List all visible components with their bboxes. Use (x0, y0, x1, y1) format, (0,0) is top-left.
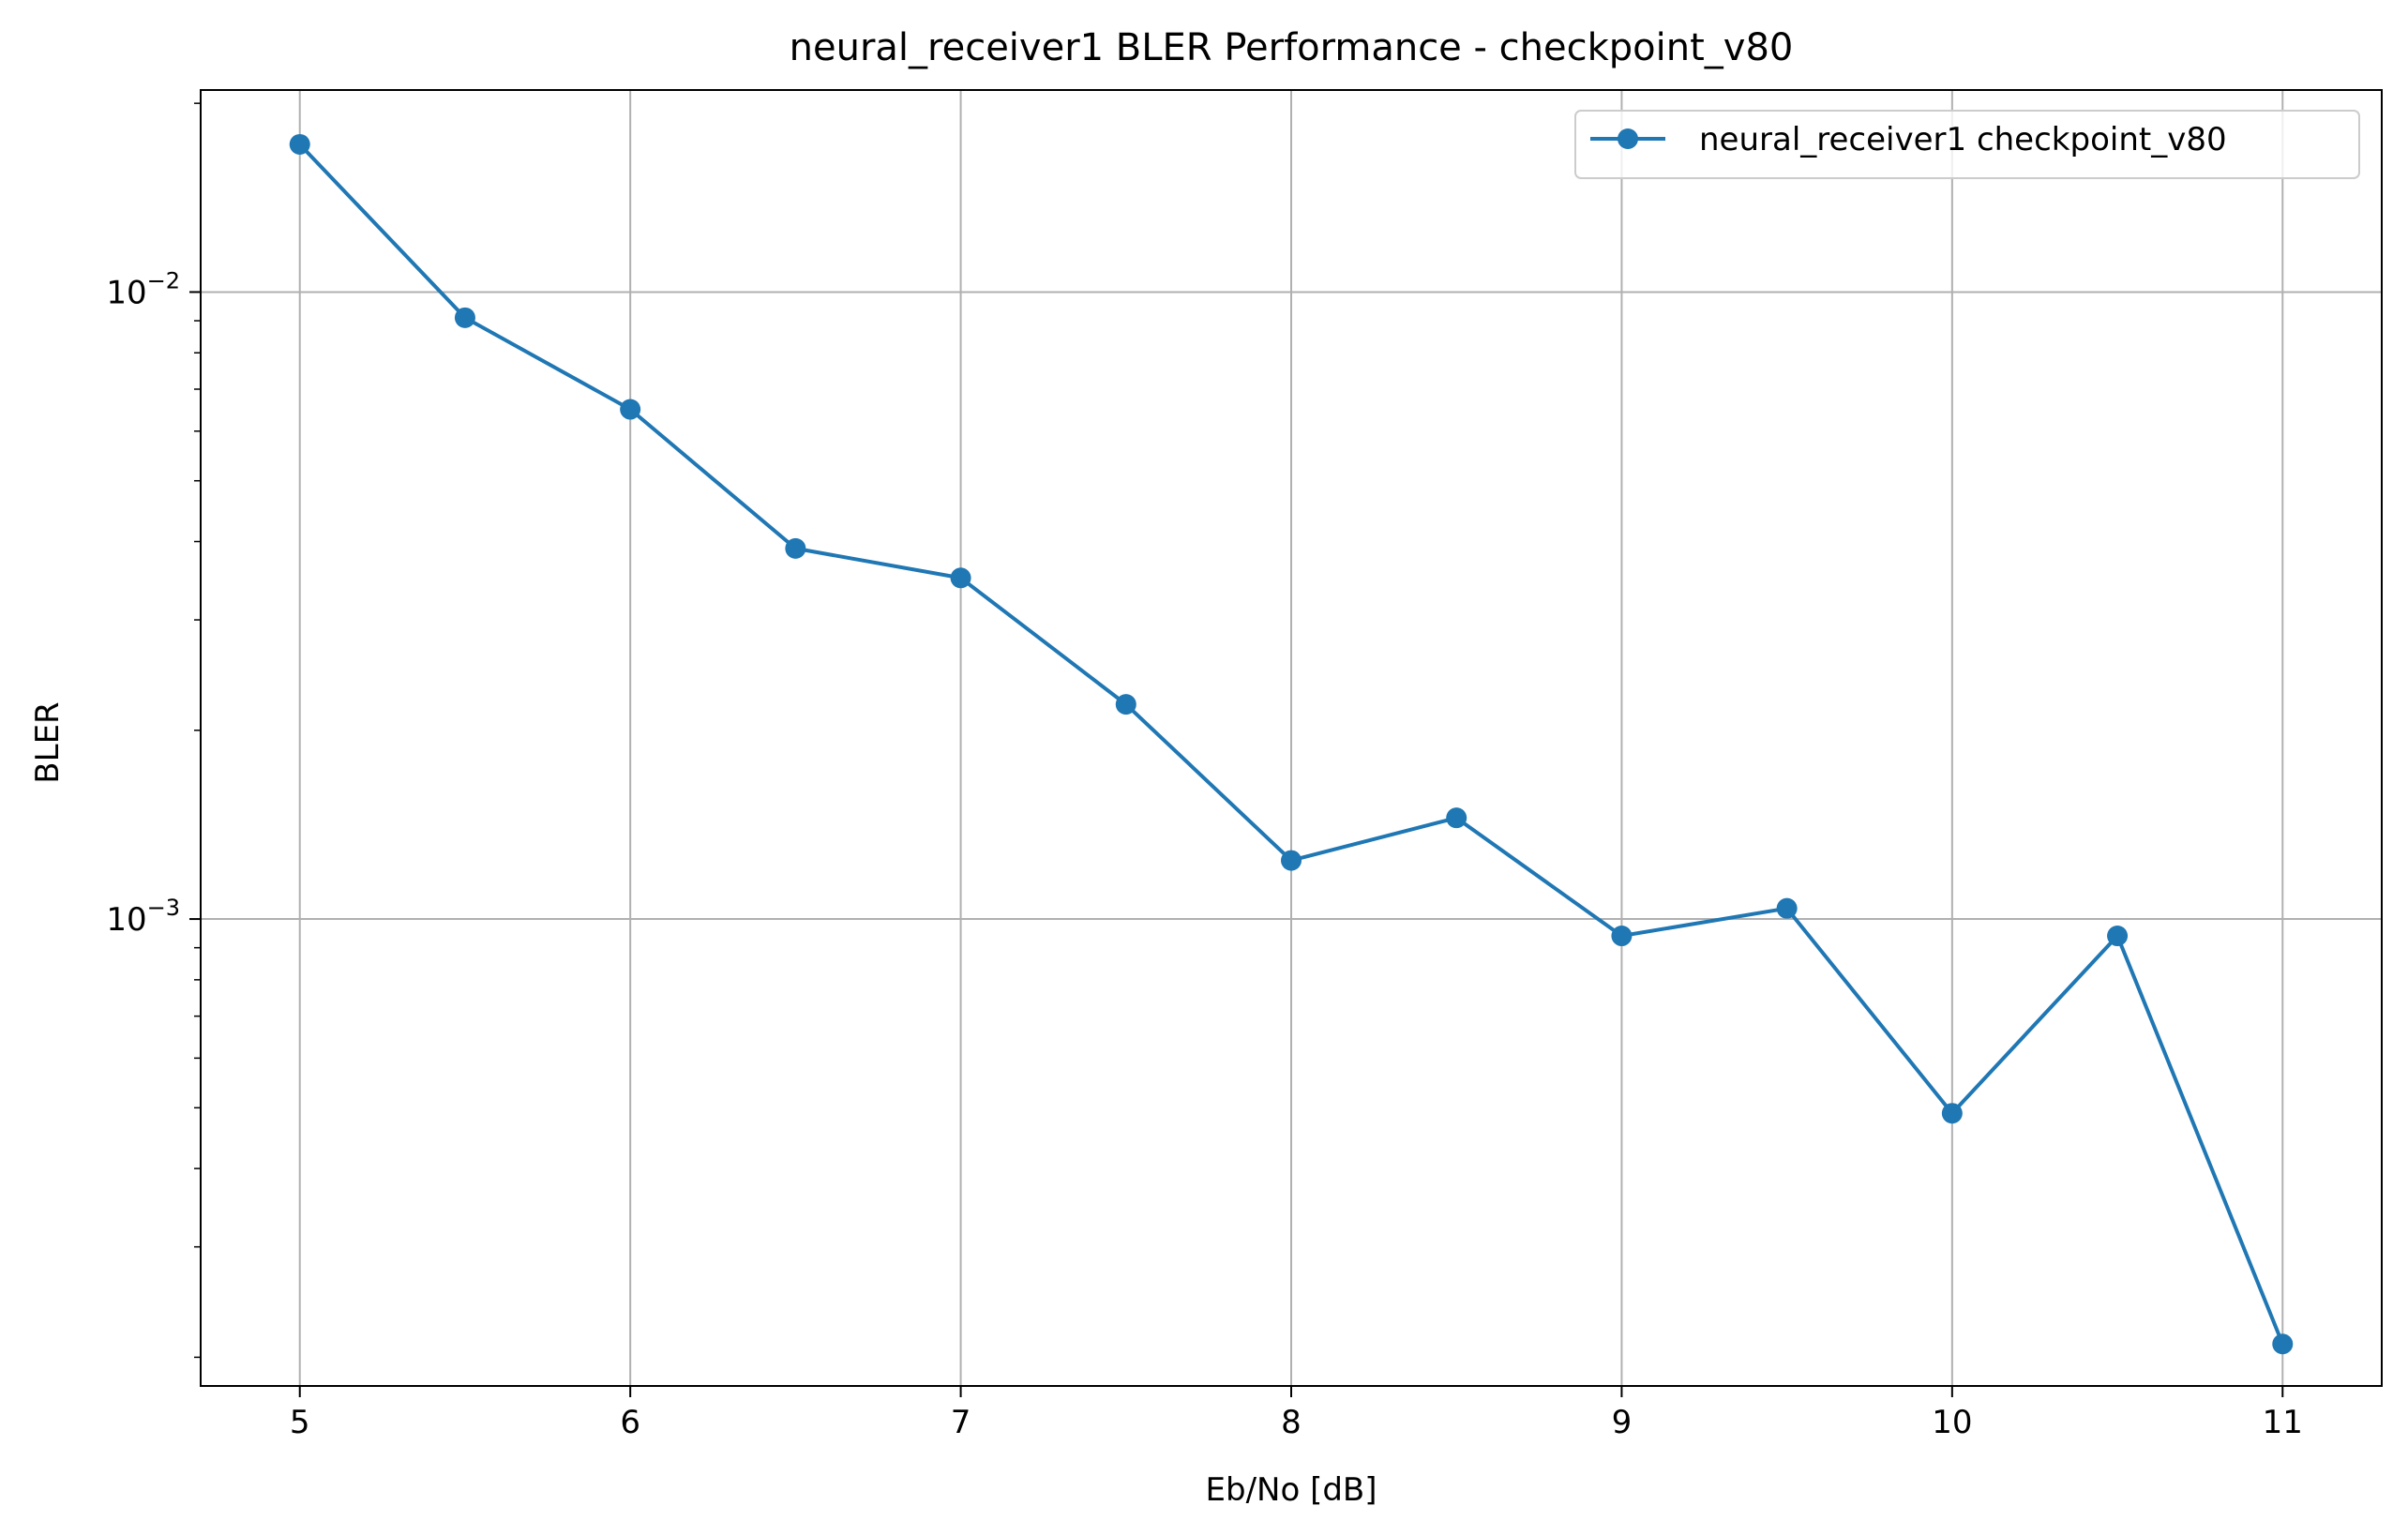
x-tick-label: 11 (2263, 1404, 2303, 1441)
data-point (620, 399, 641, 420)
data-point (785, 537, 806, 559)
y-tick-label: 10−3 (106, 895, 180, 939)
chart-title: neural_receiver1 BLER Performance - chec… (790, 26, 1794, 69)
x-tick-label: 8 (1281, 1404, 1302, 1441)
series-layer (289, 133, 2294, 1355)
data-point (2107, 926, 2129, 947)
data-point (1776, 897, 1798, 919)
legend: neural_receiver1 checkpoint_v80 (1574, 110, 2360, 179)
data-point (1115, 694, 1136, 715)
data-point (454, 307, 475, 328)
grid-lines (201, 90, 2382, 1386)
x-tick-label: 7 (951, 1404, 971, 1441)
data-point (2272, 1333, 2294, 1355)
data-point (1446, 807, 1467, 829)
data-point (1941, 1103, 1963, 1124)
x-tick-label: 5 (290, 1404, 310, 1441)
legend-marker-swatch (1618, 128, 1638, 149)
x-tick-label: 9 (1612, 1404, 1633, 1441)
legend-entry-label: neural_receiver1 checkpoint_v80 (1699, 121, 2227, 158)
x-tick-label: 10 (1932, 1404, 1972, 1441)
data-point (289, 133, 310, 155)
y-axis-label: BLER (29, 701, 67, 783)
y-tick-label: 10−2 (106, 267, 180, 311)
data-point (1611, 926, 1633, 947)
axis-ticks: 5 6 7 8 9 10 11 10−3 10−2 (106, 102, 2303, 1441)
x-tick-label: 6 (620, 1404, 640, 1441)
plot-frame (200, 89, 2383, 1387)
data-point (950, 567, 971, 589)
data-point (1281, 850, 1302, 871)
x-axis-label: Eb/No [dB] (1206, 1471, 1377, 1509)
legend-box (1574, 110, 2360, 179)
